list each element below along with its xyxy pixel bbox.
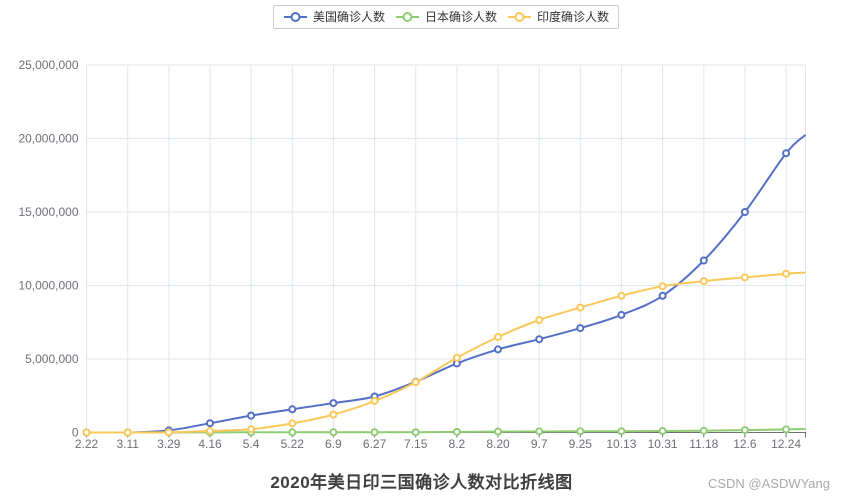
data-point-marker-japan <box>699 426 708 435</box>
data-point-marker-usa <box>206 419 214 428</box>
legend-line-marker-icon <box>508 12 532 22</box>
data-point-marker-india <box>699 277 708 286</box>
y-axis-label: 15,000,000 <box>18 205 78 219</box>
legend-item-usa[interactable]: 美国确诊人数 <box>283 10 385 24</box>
x-axis-label: 8.2 <box>449 437 466 451</box>
data-point-marker-japan <box>576 427 585 436</box>
data-point-marker-usa <box>494 345 502 354</box>
legend-line-marker-icon <box>283 12 307 22</box>
x-axis-label: 6.27 <box>363 437 387 451</box>
data-point-marker-usa <box>740 208 749 216</box>
data-point-marker-usa <box>247 411 256 420</box>
y-axis-label: 5,000,000 <box>25 352 79 366</box>
data-point-marker-japan <box>494 427 502 436</box>
data-point-marker-india <box>576 303 585 312</box>
data-point-marker-usa <box>782 149 791 158</box>
data-point-marker-japan <box>658 427 667 435</box>
data-point-marker-india <box>370 397 379 405</box>
series-india <box>82 269 806 437</box>
data-point-marker-india <box>206 427 214 435</box>
data-point-marker-japan <box>288 428 297 437</box>
data-point-marker-india <box>658 282 667 291</box>
data-point-marker-japan <box>411 428 420 437</box>
x-axis-label: 8.20 <box>486 437 510 451</box>
x-axis-label: 7.15 <box>404 437 428 451</box>
legend-item-label: 日本确诊人数 <box>424 10 498 24</box>
data-point-marker-india <box>123 428 132 437</box>
legend-item-india[interactable]: 印度确诊人数 <box>507 10 609 24</box>
x-axis-label: 9.7 <box>531 437 548 451</box>
legend-item-label: 美国确诊人数 <box>312 10 385 24</box>
data-point-marker-india <box>535 316 544 324</box>
x-axis-label: 12.24 <box>771 437 801 451</box>
data-point-marker-india <box>82 428 91 437</box>
data-point-marker-india <box>782 269 791 278</box>
data-point-marker-india <box>452 353 461 362</box>
data-point-marker-india <box>247 425 256 434</box>
x-axis-label: 3.11 <box>116 437 139 451</box>
x-axis-label: 12.6 <box>733 437 757 451</box>
data-point-marker-japan <box>452 427 461 436</box>
x-axis-label: 4.16 <box>198 437 222 451</box>
data-point-marker-usa <box>288 405 297 414</box>
y-axis-labels: 0 5,000,000 10,000,000 15,000,000 20,000,000… <box>18 58 78 440</box>
y-axis-label: 10,000,000 <box>18 279 78 293</box>
data-point-marker-india <box>494 333 502 341</box>
csdn-watermark: CSDN @ASDWYang <box>707 476 830 491</box>
line-chart-svg: 0 5,000,000 10,000,000 15,000,000 20,000,000… <box>18 58 807 451</box>
data-point-marker-usa <box>699 256 708 265</box>
data-point-marker-india <box>617 291 626 300</box>
data-point-marker-japan <box>782 425 791 434</box>
x-axis-label: 3.29 <box>157 437 181 451</box>
data-point-marker-usa <box>535 335 544 344</box>
x-axis-label: 10.31 <box>648 437 678 451</box>
x-axis-label: 2.22 <box>75 437 99 451</box>
data-point-marker-japan <box>740 426 749 435</box>
data-point-marker-india <box>740 273 749 282</box>
data-point-marker-india <box>288 419 297 428</box>
data-point-marker-usa <box>658 291 667 300</box>
data-point-marker-usa <box>329 399 338 408</box>
data-point-marker-india <box>164 428 173 437</box>
legend-item-label: 印度确诊人数 <box>537 10 610 24</box>
data-point-marker-japan <box>370 428 379 437</box>
data-point-marker-usa <box>617 310 626 319</box>
data-point-marker-japan <box>329 428 338 437</box>
x-axis-label: 5.4 <box>243 437 260 451</box>
data-point-marker-usa <box>576 324 585 333</box>
data-point-marker-india <box>329 410 338 419</box>
x-axis-label: 6.9 <box>325 437 342 451</box>
x-axis-labels: 2.22 3.11 3.29 4.16 5.4 5.22 6.9 6.27 7.15 8.2 8.2… <box>75 437 802 451</box>
legend-item-japan[interactable]: 日本确诊人数 <box>395 10 497 24</box>
x-axis-label: 9.25 <box>569 437 593 451</box>
chart-title: 2020年美日印三国确诊人数对比折线图 <box>270 473 573 492</box>
data-point-marker-japan <box>617 427 626 436</box>
gridlines <box>86 64 806 433</box>
y-axis-label: 20,000,000 <box>18 132 78 146</box>
legend-line-marker-icon <box>395 12 419 22</box>
x-axis-label: 5.22 <box>281 437 305 451</box>
series-line-usa <box>86 134 807 434</box>
series-line-india <box>86 271 806 434</box>
data-point-marker-india <box>411 378 420 387</box>
chart-legend: 美国确诊人数 日本确诊人数 印度确诊人数 <box>272 5 620 29</box>
x-axis-label: 11.18 <box>689 437 718 451</box>
y-axis-label: 25,000,000 <box>18 58 78 72</box>
y-axis-label: 0 <box>72 426 79 440</box>
data-point-marker-japan <box>535 427 544 436</box>
x-axis-label: 10.13 <box>606 437 636 451</box>
